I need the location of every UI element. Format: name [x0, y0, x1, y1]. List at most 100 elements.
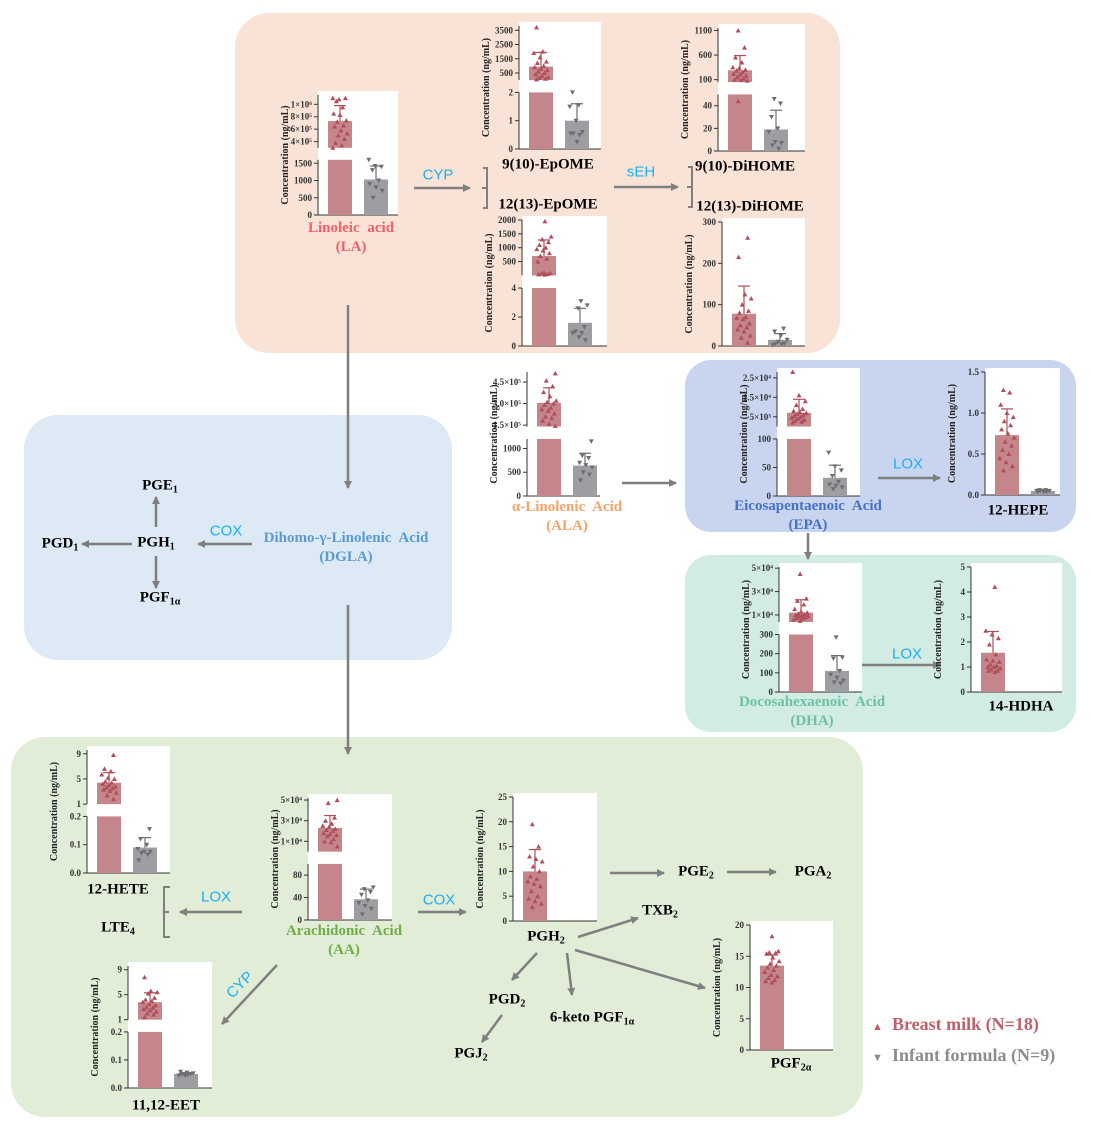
infant-formula-point	[784, 337, 790, 343]
breast-milk-point	[148, 988, 154, 993]
chart-hete_12: 0.0 0.1 0.2 1 5 9 Concentration (ng/mL)	[49, 746, 170, 878]
metabolite-pgf1a: PGF1α	[140, 589, 181, 612]
metabolite-pgh1: PGH1	[137, 534, 175, 557]
infant-formula-point	[838, 681, 844, 686]
breast-milk-point	[802, 398, 808, 404]
breast-milk-point	[106, 782, 112, 788]
breast-milk-point	[151, 1012, 157, 1017]
y-axis-title: Concentration (ng/mL)	[684, 234, 695, 333]
breast-milk-point	[534, 76, 539, 82]
breast-milk-point	[736, 254, 742, 260]
breast-milk-point	[1001, 418, 1007, 424]
breast-milk-point	[992, 669, 998, 674]
breast-milk-point	[143, 1004, 149, 1010]
acid-label-aa: Arachidonic Acid (AA)	[286, 922, 402, 960]
y-tick-label: 1500	[294, 158, 313, 168]
breast-milk-point	[534, 246, 540, 252]
breast-milk-point	[533, 71, 539, 77]
y-tick-label: 2	[509, 87, 514, 97]
infant-formula-point	[838, 468, 844, 473]
infant-formula-point	[370, 885, 376, 890]
breast-milk-bar	[760, 965, 784, 1050]
infant-formula-point	[1035, 489, 1041, 495]
infant-formula-point	[586, 455, 592, 461]
breast-milk-point	[986, 642, 992, 647]
y-tick-label: 25	[498, 792, 508, 802]
y-tick-label-upper: 2000	[498, 215, 517, 225]
infant-formula-point	[775, 126, 781, 131]
breast-milk-point	[544, 67, 550, 73]
breast-milk-point	[742, 67, 748, 72]
breast-milk-point	[773, 950, 779, 956]
y-tick-label-upper: 1000	[498, 243, 517, 253]
y-tick-label-upper: 1×10⁴	[752, 610, 774, 620]
infant-formula-point	[769, 143, 775, 148]
y-tick-label-upper: 9	[118, 965, 123, 975]
infant-formula-point	[367, 181, 373, 187]
breast-milk-point	[797, 618, 803, 623]
y-axis-title: Concentration (ng/mL)	[933, 580, 944, 679]
breast-milk-point	[738, 335, 744, 340]
breast-milk-point	[333, 832, 339, 838]
legend-label: Breast milk (N=18)	[892, 1014, 1039, 1034]
y-tick-label: 40	[703, 101, 713, 111]
breast-milk-point	[539, 406, 545, 412]
infant-formula-point	[570, 90, 575, 95]
breast-milk-point	[335, 132, 341, 138]
infant-formula-point	[771, 96, 777, 102]
infant-formula-point	[376, 178, 382, 183]
breast-milk-point	[539, 858, 545, 864]
infant-formula-point	[1041, 489, 1047, 495]
pathway-arrow	[574, 948, 706, 990]
y-tick-label-upper: 1	[77, 799, 82, 809]
y-tick-label: 100	[703, 300, 717, 310]
breast-milk-point	[800, 615, 806, 621]
breast-milk-point	[992, 584, 998, 589]
breast-milk-point	[344, 131, 350, 136]
acid-label-dgla: Dihomo-γ-Linolenic Acid (DGLA)	[264, 529, 429, 567]
metabolite-subscript: 1	[172, 484, 178, 496]
infant-formula-point	[359, 912, 365, 917]
breast-milk-point	[747, 333, 753, 338]
breast-milk-point	[537, 253, 543, 259]
acid-label-dha: Docosahexaenoic Acid (DHA)	[739, 693, 885, 731]
y-tick-label: 80	[293, 870, 303, 880]
breast-milk-point	[549, 415, 555, 420]
infant-formula-point	[588, 439, 594, 444]
breast-milk-point	[795, 611, 801, 616]
infant-formula-bar	[573, 465, 597, 496]
infant-formula-bar	[565, 120, 589, 149]
breast-milk-point	[547, 393, 553, 399]
infant-formula-point	[778, 141, 784, 146]
y-axis-title: Concentration (ng/mL)	[712, 938, 723, 1037]
infant-formula-point	[769, 115, 774, 120]
infant-formula-point	[378, 164, 384, 170]
infant-formula-bar	[354, 899, 378, 920]
infant-formula-point	[368, 889, 373, 895]
y-tick-label: 0.5	[968, 449, 980, 459]
infant-formula-point	[833, 483, 839, 489]
breast-milk-point	[534, 876, 540, 881]
breast-milk-point	[739, 59, 745, 65]
y-tick-label-upper: 1500	[498, 229, 517, 239]
breast-milk-point	[336, 96, 342, 102]
y-tick-label-upper: 1100	[694, 25, 712, 35]
branch-bracket	[482, 167, 488, 209]
breast-milk-point	[742, 45, 747, 50]
breast-milk-point	[731, 71, 737, 76]
infant-formula-point	[832, 464, 838, 469]
infant-formula-point	[136, 858, 142, 863]
acid-name: Docosahexaenoic Acid	[738, 694, 886, 710]
y-tick-label-upper: 500	[500, 68, 514, 78]
breast-milk-point	[553, 398, 559, 403]
breast-milk-point	[108, 768, 114, 774]
breast-milk-point	[748, 295, 754, 301]
breast-milk-point	[796, 392, 802, 398]
breast-milk-point	[142, 1014, 148, 1020]
breast-milk-point	[770, 955, 776, 960]
breast-milk-point	[737, 72, 743, 77]
infant-formula-point	[178, 1069, 184, 1075]
breast-milk-point	[527, 854, 533, 859]
